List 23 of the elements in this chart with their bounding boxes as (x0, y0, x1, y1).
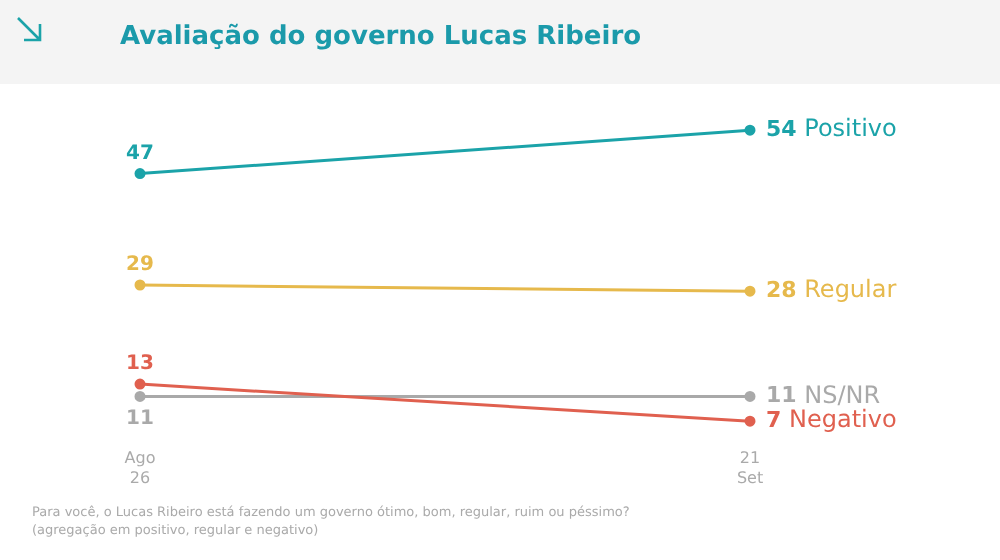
text: Positivo (804, 114, 897, 143)
data-label: 54 (766, 115, 798, 142)
point (744, 124, 756, 136)
point (134, 279, 146, 291)
data-label: 47 (126, 142, 154, 165)
data-label: 13 (126, 353, 154, 376)
point (134, 168, 146, 180)
text: Regular (804, 275, 897, 304)
x-tick-label: 21 Set (736, 449, 764, 487)
text: NS/NR (804, 380, 881, 409)
x-tick-label: Ago 26 (124, 449, 156, 487)
chart-title: Avaliação do governo Lucas Ribeiro (120, 22, 642, 52)
data-label: 28 (766, 276, 797, 303)
data-label: 11 (126, 407, 154, 430)
data-label: 11 (766, 382, 797, 409)
data-label: 29 (126, 254, 154, 277)
point (744, 285, 756, 297)
point (744, 390, 756, 402)
point (134, 378, 146, 390)
point (134, 390, 146, 402)
series-label: Negativo (788, 405, 897, 434)
point (744, 415, 756, 427)
data-label: 7 (766, 406, 782, 433)
